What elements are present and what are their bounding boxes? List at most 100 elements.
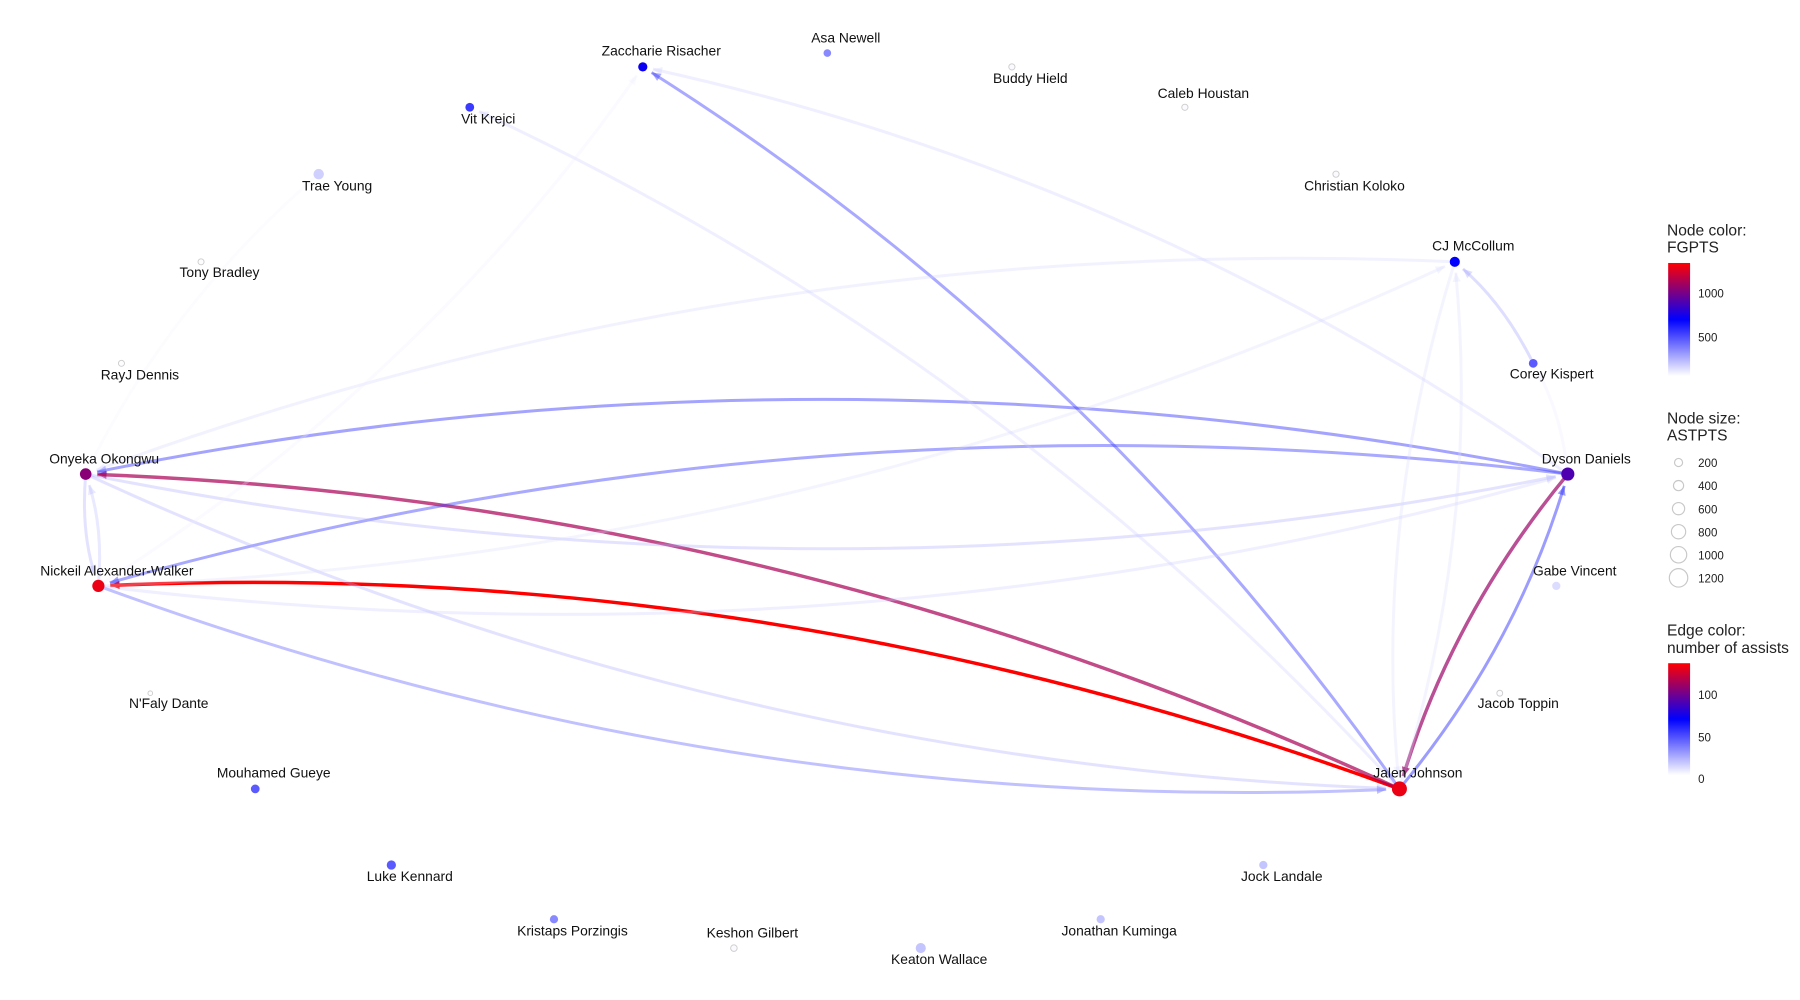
node: Zaccharie Risacher [602,42,722,72]
node-label: Jacob Toppin [1478,695,1559,711]
edge-arrowhead [1434,266,1445,274]
edge-arrowhead [109,576,120,585]
node: Gabe Vincent [1533,563,1617,591]
legend-tick: 1000 [1698,289,1724,301]
node: Keshon Gilbert [707,925,799,952]
edge-arrowhead [1393,766,1402,776]
legend-tick: 1200 [1698,573,1724,585]
node-dot [147,690,154,696]
node: Vit Krejci [461,102,515,126]
node-label: Zaccharie Risacher [602,42,722,58]
edge-arrowhead [652,67,663,76]
node: Jonathan Kuminga [1061,915,1177,938]
edge-arrowhead [478,111,490,120]
nodes-layer: Zaccharie Risacher Asa Newell Buddy Hield C… [40,30,1631,968]
edge [97,584,1387,795]
node-dot [823,49,832,57]
node: Jock Landale [1241,860,1323,884]
edge [85,472,1387,790]
size-legend-circle [1670,523,1687,540]
edge [98,475,1557,616]
legend-title: ASTPTS [1667,428,1728,445]
edge [1536,371,1570,475]
size-legend-circle [1672,479,1685,492]
size-legend-circle [1668,568,1689,588]
edge-arrowhead [1545,475,1556,484]
legend-tick: 500 [1698,332,1717,344]
node: Jalen Johnson [1373,764,1462,797]
edge [1398,485,1566,790]
edge-arrowhead [1376,783,1387,793]
node-dot [386,860,396,870]
node: Trae Young [302,168,372,193]
node-label: Onyeka Okongwu [49,451,159,467]
node-label: Nickeil Alexander-Walker [40,563,194,579]
edge [87,484,102,587]
node-dot [1008,63,1016,71]
legend-title: FGPTS [1667,240,1719,257]
legend-tick: 100 [1698,690,1717,702]
edge [97,472,1401,791]
node-label: N'Faly Dante [129,695,209,711]
edge [98,264,1446,588]
node-dot [1528,358,1538,368]
node-dot [250,784,260,794]
node-dot [1181,103,1189,111]
edge-arrowhead [97,470,107,479]
edge [1461,267,1535,364]
size-legend-circle [1671,501,1686,516]
node: Jacob Toppin [1478,689,1559,711]
edge [650,71,1401,790]
node-label: Kristaps Porzingis [517,922,628,938]
node: Kristaps Porzingis [517,915,628,938]
node: Buddy Hield [993,63,1068,86]
node-dot [1391,781,1407,797]
node-label: Mouhamed Gueye [217,764,331,780]
node-dot [1561,467,1575,481]
node-dot [313,168,324,180]
edge-arrowhead [1452,272,1461,283]
legend-tick: 200 [1698,458,1717,470]
node-label: Trae Young [302,177,372,193]
node-color-bar [1668,262,1691,377]
node: Onyeka Okongwu [49,451,159,480]
edge-arrowhead [1376,785,1387,795]
node-label: CJ McCollum [1432,237,1514,253]
node-label: Asa Newell [811,30,880,46]
edge-arrowhead [1557,485,1566,496]
legend-tick: 600 [1698,504,1717,516]
edge [96,256,1455,472]
node-label: Dyson Daniels [1542,451,1631,467]
node: Mouhamed Gueye [217,764,331,794]
node-label: Keshon Gilbert [707,925,799,941]
edge [1391,261,1457,776]
legend-title: Node size: [1667,410,1741,427]
legend-title: Edge color: [1667,623,1746,640]
edge [110,580,1401,791]
legend: Node color: FGPTS 1000 500 Node size: AS… [1667,222,1789,786]
node-label: Keaton Wallace [891,951,988,967]
legend-tick: 1000 [1698,550,1724,562]
node-label: Jock Landale [1241,868,1323,884]
edge-arrowhead [88,485,96,496]
node-dot [915,943,926,954]
edge-arrowhead [1401,766,1410,777]
edge [1401,472,1570,777]
edges-layer [82,67,1570,795]
legend-tick: 800 [1698,527,1717,539]
legend-node-color: Node color: FGPTS 1000 500 [1667,222,1747,377]
edge [109,444,1569,585]
edge [89,173,320,465]
node: Tony Bradley [180,258,260,280]
node: Keaton Wallace [891,943,988,967]
node-dot [465,102,475,112]
edge [478,110,1401,790]
node-dot [117,359,125,367]
node: Christian Koloko [1304,170,1405,193]
node-dot [1259,860,1268,870]
node-dot [79,468,92,480]
edge-arrowhead [96,462,107,471]
node-dot [1552,581,1561,591]
edge-arrowhead [628,75,637,86]
